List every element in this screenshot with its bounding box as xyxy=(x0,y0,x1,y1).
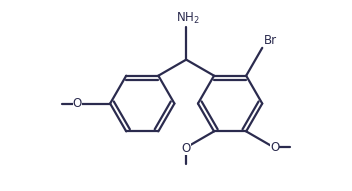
Text: O: O xyxy=(182,142,191,155)
Text: Br: Br xyxy=(264,34,277,47)
Text: O: O xyxy=(270,141,279,154)
Text: NH$_2$: NH$_2$ xyxy=(176,11,200,26)
Text: O: O xyxy=(73,97,82,110)
